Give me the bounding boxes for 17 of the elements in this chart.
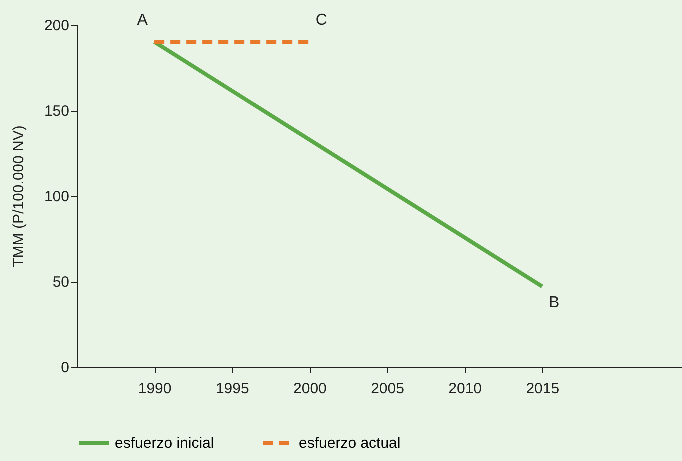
y-tick-label: 0 (61, 360, 70, 376)
annotation: B (549, 294, 560, 312)
x-tick-label: 2005 (371, 380, 404, 398)
x-tick-label: 1990 (138, 380, 172, 398)
legend-label: esfuerzo inicial (115, 435, 214, 452)
x-tick-label: 1995 (216, 380, 250, 398)
legend-label: esfuerzo actual (299, 435, 401, 452)
x-tick-label: 2015 (526, 380, 560, 398)
y-axis-title: TMM (P/100.000 NV) (10, 126, 28, 268)
annotation: A (137, 12, 148, 30)
y-tick-label: 200 (44, 18, 70, 34)
annotation: C (316, 12, 328, 30)
y-tick-label: 150 (44, 103, 70, 120)
x-tick-label: 2000 (294, 380, 327, 398)
x-tick-label: 2010 (448, 380, 482, 398)
y-tick-label: 50 (52, 274, 70, 291)
y-tick-label: 100 (44, 188, 70, 206)
